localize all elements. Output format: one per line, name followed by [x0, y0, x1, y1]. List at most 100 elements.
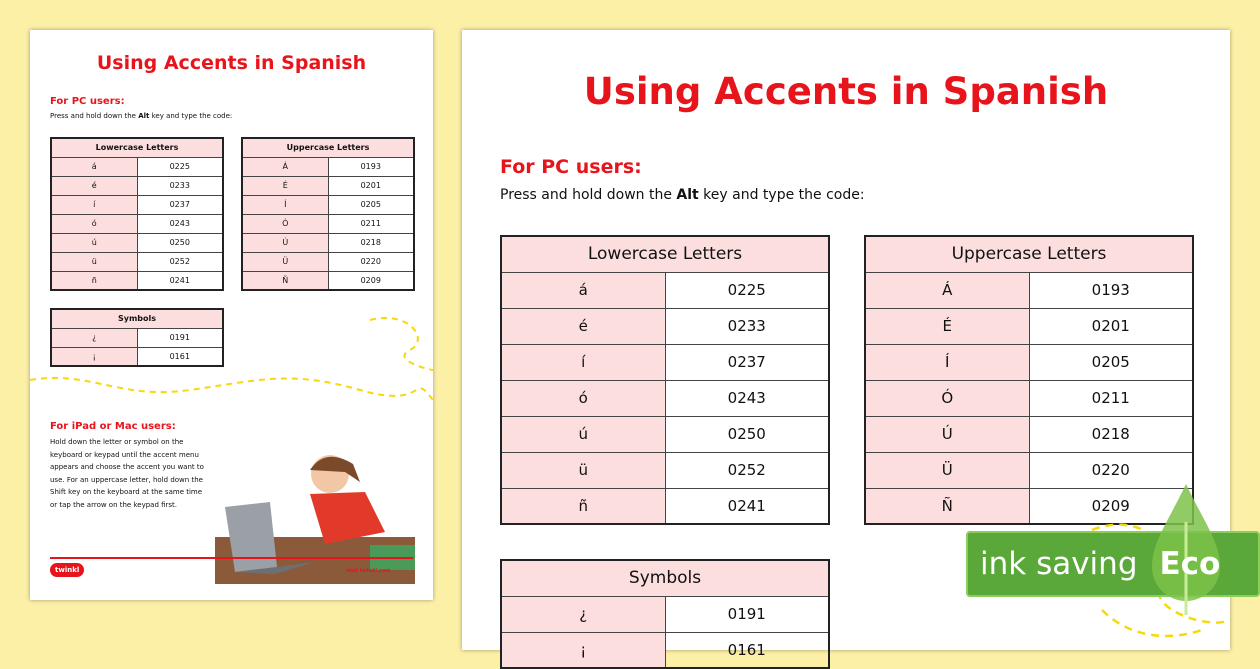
- character-cell: é: [500, 307, 666, 345]
- table-row: ó 0243: [50, 213, 224, 234]
- twinkl-logo: twinkl: [50, 563, 85, 577]
- table-row: á 0225: [50, 156, 224, 177]
- character-cell: Ñ: [241, 270, 329, 291]
- pc-instructions: Press and hold down the Alt key and type…: [500, 187, 865, 203]
- table-row: Ñ 0209: [241, 270, 415, 291]
- table-row: é 0233: [50, 175, 224, 196]
- character-cell: Í: [864, 343, 1030, 381]
- uppercase-table: Uppercase Letters Á 0193 É 0201 Í 0205 Ó 0211 Ú 02…: [864, 235, 1194, 525]
- character-cell: ñ: [50, 270, 138, 291]
- character-cell: ñ: [500, 487, 666, 525]
- character-cell: Ó: [241, 213, 329, 234]
- code-cell: 0218: [1028, 415, 1194, 453]
- table-row: ú 0250: [50, 232, 224, 253]
- code-cell: 0161: [664, 631, 830, 669]
- symbols-table: Symbols ¿ 0191 ¡ 0161: [50, 308, 224, 367]
- code-cell: 0250: [136, 232, 224, 253]
- pc-instructions: Press and hold down the Alt key and type…: [50, 112, 233, 120]
- mac-instructions: Hold down the letter or symbol on the ke…: [50, 438, 204, 509]
- lowercase-table: Lowercase Letters á 0225 é 0233 í 0237 ó 0243 ú 02…: [500, 235, 830, 525]
- character-cell: ó: [500, 379, 666, 417]
- pc-heading: For PC users:: [50, 96, 125, 107]
- code-cell: 0233: [136, 175, 224, 196]
- lowercase-table: Lowercase Letters á 0225 é 0233 í 0237 ó 0243 ú 02…: [50, 137, 224, 291]
- character-cell: É: [241, 175, 329, 196]
- table-row: í 0237: [500, 343, 830, 381]
- table-row: ü 0252: [50, 251, 224, 272]
- ink-saving-label: ink saving: [980, 546, 1138, 582]
- code-cell: 0211: [327, 213, 415, 234]
- character-cell: Ñ: [864, 487, 1030, 525]
- code-cell: 0193: [327, 156, 415, 177]
- character-cell: Ú: [864, 415, 1030, 453]
- footer-link[interactable]: visit twinkl.com: [346, 568, 391, 574]
- code-cell: 0211: [1028, 379, 1194, 417]
- character-cell: Á: [864, 271, 1030, 309]
- table-row: Ü 0220: [864, 451, 1194, 489]
- code-cell: 0201: [327, 175, 415, 196]
- table-row: Ú 0218: [864, 415, 1194, 453]
- table-row: á 0225: [500, 271, 830, 309]
- character-cell: ó: [50, 213, 138, 234]
- code-cell: 0233: [664, 307, 830, 345]
- table-row: Ó 0211: [241, 213, 415, 234]
- code-cell: 0161: [136, 346, 224, 367]
- table-row: Ñ 0209: [864, 487, 1194, 525]
- code-cell: 0250: [664, 415, 830, 453]
- code-cell: 0205: [327, 194, 415, 215]
- table-row: Á 0193: [241, 156, 415, 177]
- character-cell: ¡: [50, 346, 138, 367]
- pc-heading: For PC users:: [500, 156, 642, 178]
- table-row: ú 0250: [500, 415, 830, 453]
- code-cell: 0252: [664, 451, 830, 489]
- uppercase-table: Uppercase Letters Á 0193 É 0201 Í 0205 Ó 0211 Ú 02…: [241, 137, 415, 291]
- character-cell: í: [50, 194, 138, 215]
- code-cell: 0191: [664, 595, 830, 633]
- character-cell: Ú: [241, 232, 329, 253]
- code-cell: 0205: [1028, 343, 1194, 381]
- code-cell: 0209: [1028, 487, 1194, 525]
- code-cell: 0220: [1028, 451, 1194, 489]
- table-row: í 0237: [50, 194, 224, 215]
- character-cell: É: [864, 307, 1030, 345]
- girl-laptop-illustration: [215, 455, 415, 584]
- table-row: ¡ 0161: [500, 631, 830, 669]
- character-cell: Ü: [864, 451, 1030, 489]
- character-cell: ü: [50, 251, 138, 272]
- character-cell: ü: [500, 451, 666, 489]
- code-cell: 0237: [664, 343, 830, 381]
- eco-label: Eco: [1159, 546, 1221, 582]
- table-row: ó 0243: [500, 379, 830, 417]
- code-cell: 0237: [136, 194, 224, 215]
- table-row: Ü 0220: [241, 251, 415, 272]
- table-row: ñ 0241: [50, 270, 224, 291]
- table-row: ¿ 0191: [50, 327, 224, 348]
- table-row: Ú 0218: [241, 232, 415, 253]
- table-row: ¡ 0161: [50, 346, 224, 367]
- character-cell: Í: [241, 194, 329, 215]
- character-cell: Á: [241, 156, 329, 177]
- code-cell: 0193: [1028, 271, 1194, 309]
- mac-heading: For iPad or Mac users:: [50, 421, 176, 432]
- code-cell: 0220: [327, 251, 415, 272]
- table-row: Í 0205: [864, 343, 1194, 381]
- footer-rule: [50, 557, 413, 559]
- code-cell: 0252: [136, 251, 224, 272]
- symbols-table: Symbols ¿ 0191 ¡ 0161: [500, 559, 830, 669]
- table-row: é 0233: [500, 307, 830, 345]
- character-cell: é: [50, 175, 138, 196]
- table-row: ¿ 0191: [500, 595, 830, 633]
- table-row: Í 0205: [241, 194, 415, 215]
- character-cell: í: [500, 343, 666, 381]
- character-cell: Ü: [241, 251, 329, 272]
- decorative-dashed-line: [30, 317, 433, 401]
- code-cell: 0218: [327, 232, 415, 253]
- page-title: Using Accents in Spanish: [96, 52, 367, 74]
- code-cell: 0209: [327, 270, 415, 291]
- character-cell: ¿: [50, 327, 138, 348]
- character-cell: ¿: [500, 595, 666, 633]
- table-row: Ó 0211: [864, 379, 1194, 417]
- leaf-drop-icon: [1152, 484, 1220, 615]
- character-cell: Ó: [864, 379, 1030, 417]
- character-cell: ú: [500, 415, 666, 453]
